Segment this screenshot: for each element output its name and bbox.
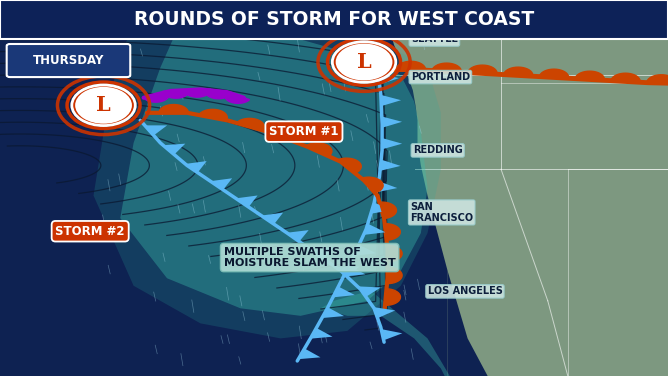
Polygon shape	[162, 90, 189, 98]
Polygon shape	[378, 73, 399, 85]
Text: LOS ANGELES: LOS ANGELES	[428, 287, 502, 296]
Polygon shape	[382, 138, 402, 149]
Polygon shape	[333, 287, 355, 297]
Text: PORTLAND: PORTLAND	[411, 72, 470, 82]
Ellipse shape	[79, 90, 128, 121]
Polygon shape	[385, 224, 400, 240]
Ellipse shape	[72, 85, 136, 126]
Text: ROUNDS OF STORM FOR WEST COAST: ROUNDS OF STORM FOR WEST COAST	[134, 10, 534, 29]
Polygon shape	[396, 61, 426, 70]
Polygon shape	[144, 92, 169, 102]
Polygon shape	[376, 181, 397, 193]
Polygon shape	[120, 8, 428, 316]
Polygon shape	[236, 118, 265, 130]
Polygon shape	[371, 203, 392, 214]
Text: L: L	[96, 95, 111, 115]
Polygon shape	[299, 349, 321, 359]
Text: SEATTLE: SEATTLE	[411, 35, 458, 44]
Polygon shape	[159, 105, 188, 113]
Polygon shape	[272, 130, 299, 143]
Polygon shape	[184, 89, 210, 97]
Text: SAN
FRANCISCO: SAN FRANCISCO	[410, 202, 473, 223]
Polygon shape	[321, 293, 454, 376]
Polygon shape	[384, 0, 668, 376]
Polygon shape	[647, 75, 668, 83]
Polygon shape	[362, 177, 383, 193]
Polygon shape	[287, 230, 309, 241]
Polygon shape	[322, 307, 344, 318]
Polygon shape	[306, 143, 332, 156]
Polygon shape	[94, 4, 441, 338]
Text: STORM #2: STORM #2	[55, 225, 125, 238]
Polygon shape	[145, 125, 167, 135]
Polygon shape	[354, 245, 376, 256]
Polygon shape	[373, 307, 395, 318]
Ellipse shape	[75, 87, 132, 124]
Polygon shape	[363, 224, 385, 235]
Polygon shape	[210, 178, 232, 190]
Polygon shape	[448, 271, 488, 376]
Text: MULTIPLE SWATHS OF
MOISTURE SLAM THE WEST: MULTIPLE SWATHS OF MOISTURE SLAM THE WES…	[224, 247, 395, 268]
Polygon shape	[381, 117, 402, 128]
Polygon shape	[385, 289, 400, 305]
Polygon shape	[359, 287, 381, 297]
Polygon shape	[261, 213, 283, 224]
Polygon shape	[387, 267, 402, 284]
Polygon shape	[224, 92, 250, 103]
FancyBboxPatch shape	[0, 0, 668, 39]
Polygon shape	[163, 144, 185, 155]
Text: THURSDAY: THURSDAY	[33, 54, 104, 67]
Polygon shape	[337, 267, 359, 277]
Polygon shape	[432, 63, 462, 72]
Polygon shape	[311, 248, 333, 259]
Polygon shape	[311, 328, 333, 339]
Polygon shape	[338, 158, 361, 173]
Ellipse shape	[340, 47, 388, 77]
Polygon shape	[236, 196, 258, 207]
Polygon shape	[539, 69, 568, 78]
Text: STORM #1: STORM #1	[269, 125, 339, 138]
Text: REDDING: REDDING	[413, 146, 462, 155]
Text: L: L	[357, 52, 371, 72]
Polygon shape	[575, 71, 605, 80]
Polygon shape	[185, 161, 206, 173]
Polygon shape	[381, 95, 401, 106]
Polygon shape	[381, 329, 402, 340]
Polygon shape	[387, 246, 402, 262]
Polygon shape	[468, 65, 497, 74]
Polygon shape	[379, 202, 397, 218]
Polygon shape	[198, 109, 227, 120]
Ellipse shape	[332, 42, 395, 82]
FancyBboxPatch shape	[7, 44, 130, 77]
Ellipse shape	[336, 44, 393, 80]
Polygon shape	[504, 67, 533, 76]
Polygon shape	[380, 160, 401, 171]
Polygon shape	[343, 266, 365, 277]
Polygon shape	[205, 90, 232, 99]
Polygon shape	[611, 73, 640, 82]
